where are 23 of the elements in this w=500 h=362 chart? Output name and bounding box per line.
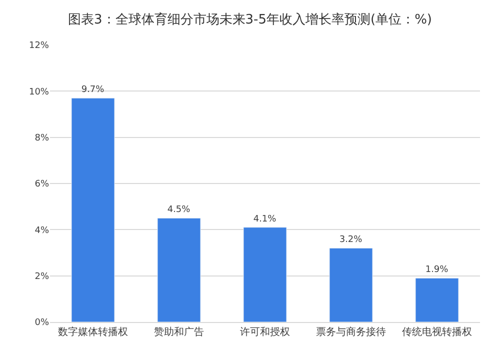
y-tick-label: 10% (28, 87, 50, 98)
y-tick-label: 2% (34, 272, 50, 282)
y-tick-label: 6% (34, 180, 50, 190)
data-label: 1.9% (425, 265, 449, 276)
x-tick-label: 许可和授权 (240, 326, 290, 338)
bar (415, 278, 459, 322)
x-tick-label: 赞助和广告 (154, 326, 204, 338)
y-tick-label: 8% (34, 133, 50, 144)
data-label: 3.2% (339, 235, 363, 246)
bar (329, 248, 373, 322)
bar (157, 218, 201, 322)
x-tick-label: 票务与商务接待 (316, 326, 386, 338)
y-tick-label: 12% (28, 41, 50, 52)
data-label: 4.5% (167, 205, 191, 216)
chart-title: 图表3：全球体育细分市场未来3-5年收入增长率预测(单位：%) (68, 12, 432, 28)
data-label: 9.7% (81, 85, 105, 96)
data-label: 4.1% (253, 214, 277, 224)
bar (243, 227, 287, 322)
x-tick-label: 数字媒体转播权 (58, 326, 128, 338)
y-tick-label: 4% (34, 226, 50, 236)
y-tick-label: 0% (34, 318, 50, 328)
x-tick-label: 传统电视转播权 (402, 326, 472, 338)
bar (71, 98, 115, 322)
